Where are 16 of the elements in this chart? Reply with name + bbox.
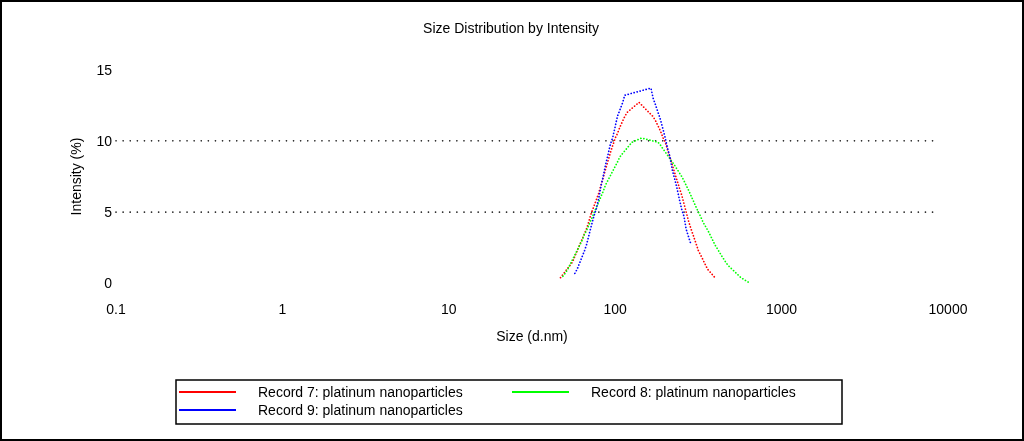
y-tick-label: 15: [96, 61, 113, 78]
x-tick-label: 1000: [766, 301, 798, 317]
x-tick-label: 10: [441, 301, 457, 317]
x-tick-label: 0.1: [106, 301, 126, 317]
chart-title: Size Distribution by Intensity: [423, 20, 599, 36]
y-tick-label: 10: [96, 132, 113, 149]
x-tick-label: 10000: [928, 301, 968, 317]
x-tick-label: 1: [278, 301, 287, 317]
y-tick-label: 5: [104, 204, 113, 221]
legend-label: Record 7: platinum nanoparticles: [258, 384, 463, 400]
x-tick-label: 100: [603, 301, 628, 317]
y-axis-title: Intensity (%): [68, 137, 84, 216]
y-tick-label: 0: [104, 275, 113, 292]
legend-label: Record 8: platinum nanoparticles: [591, 384, 796, 400]
legend-label: Record 9: platinum nanoparticles: [258, 402, 463, 418]
x-axis-title: Size (d.nm): [496, 328, 568, 344]
